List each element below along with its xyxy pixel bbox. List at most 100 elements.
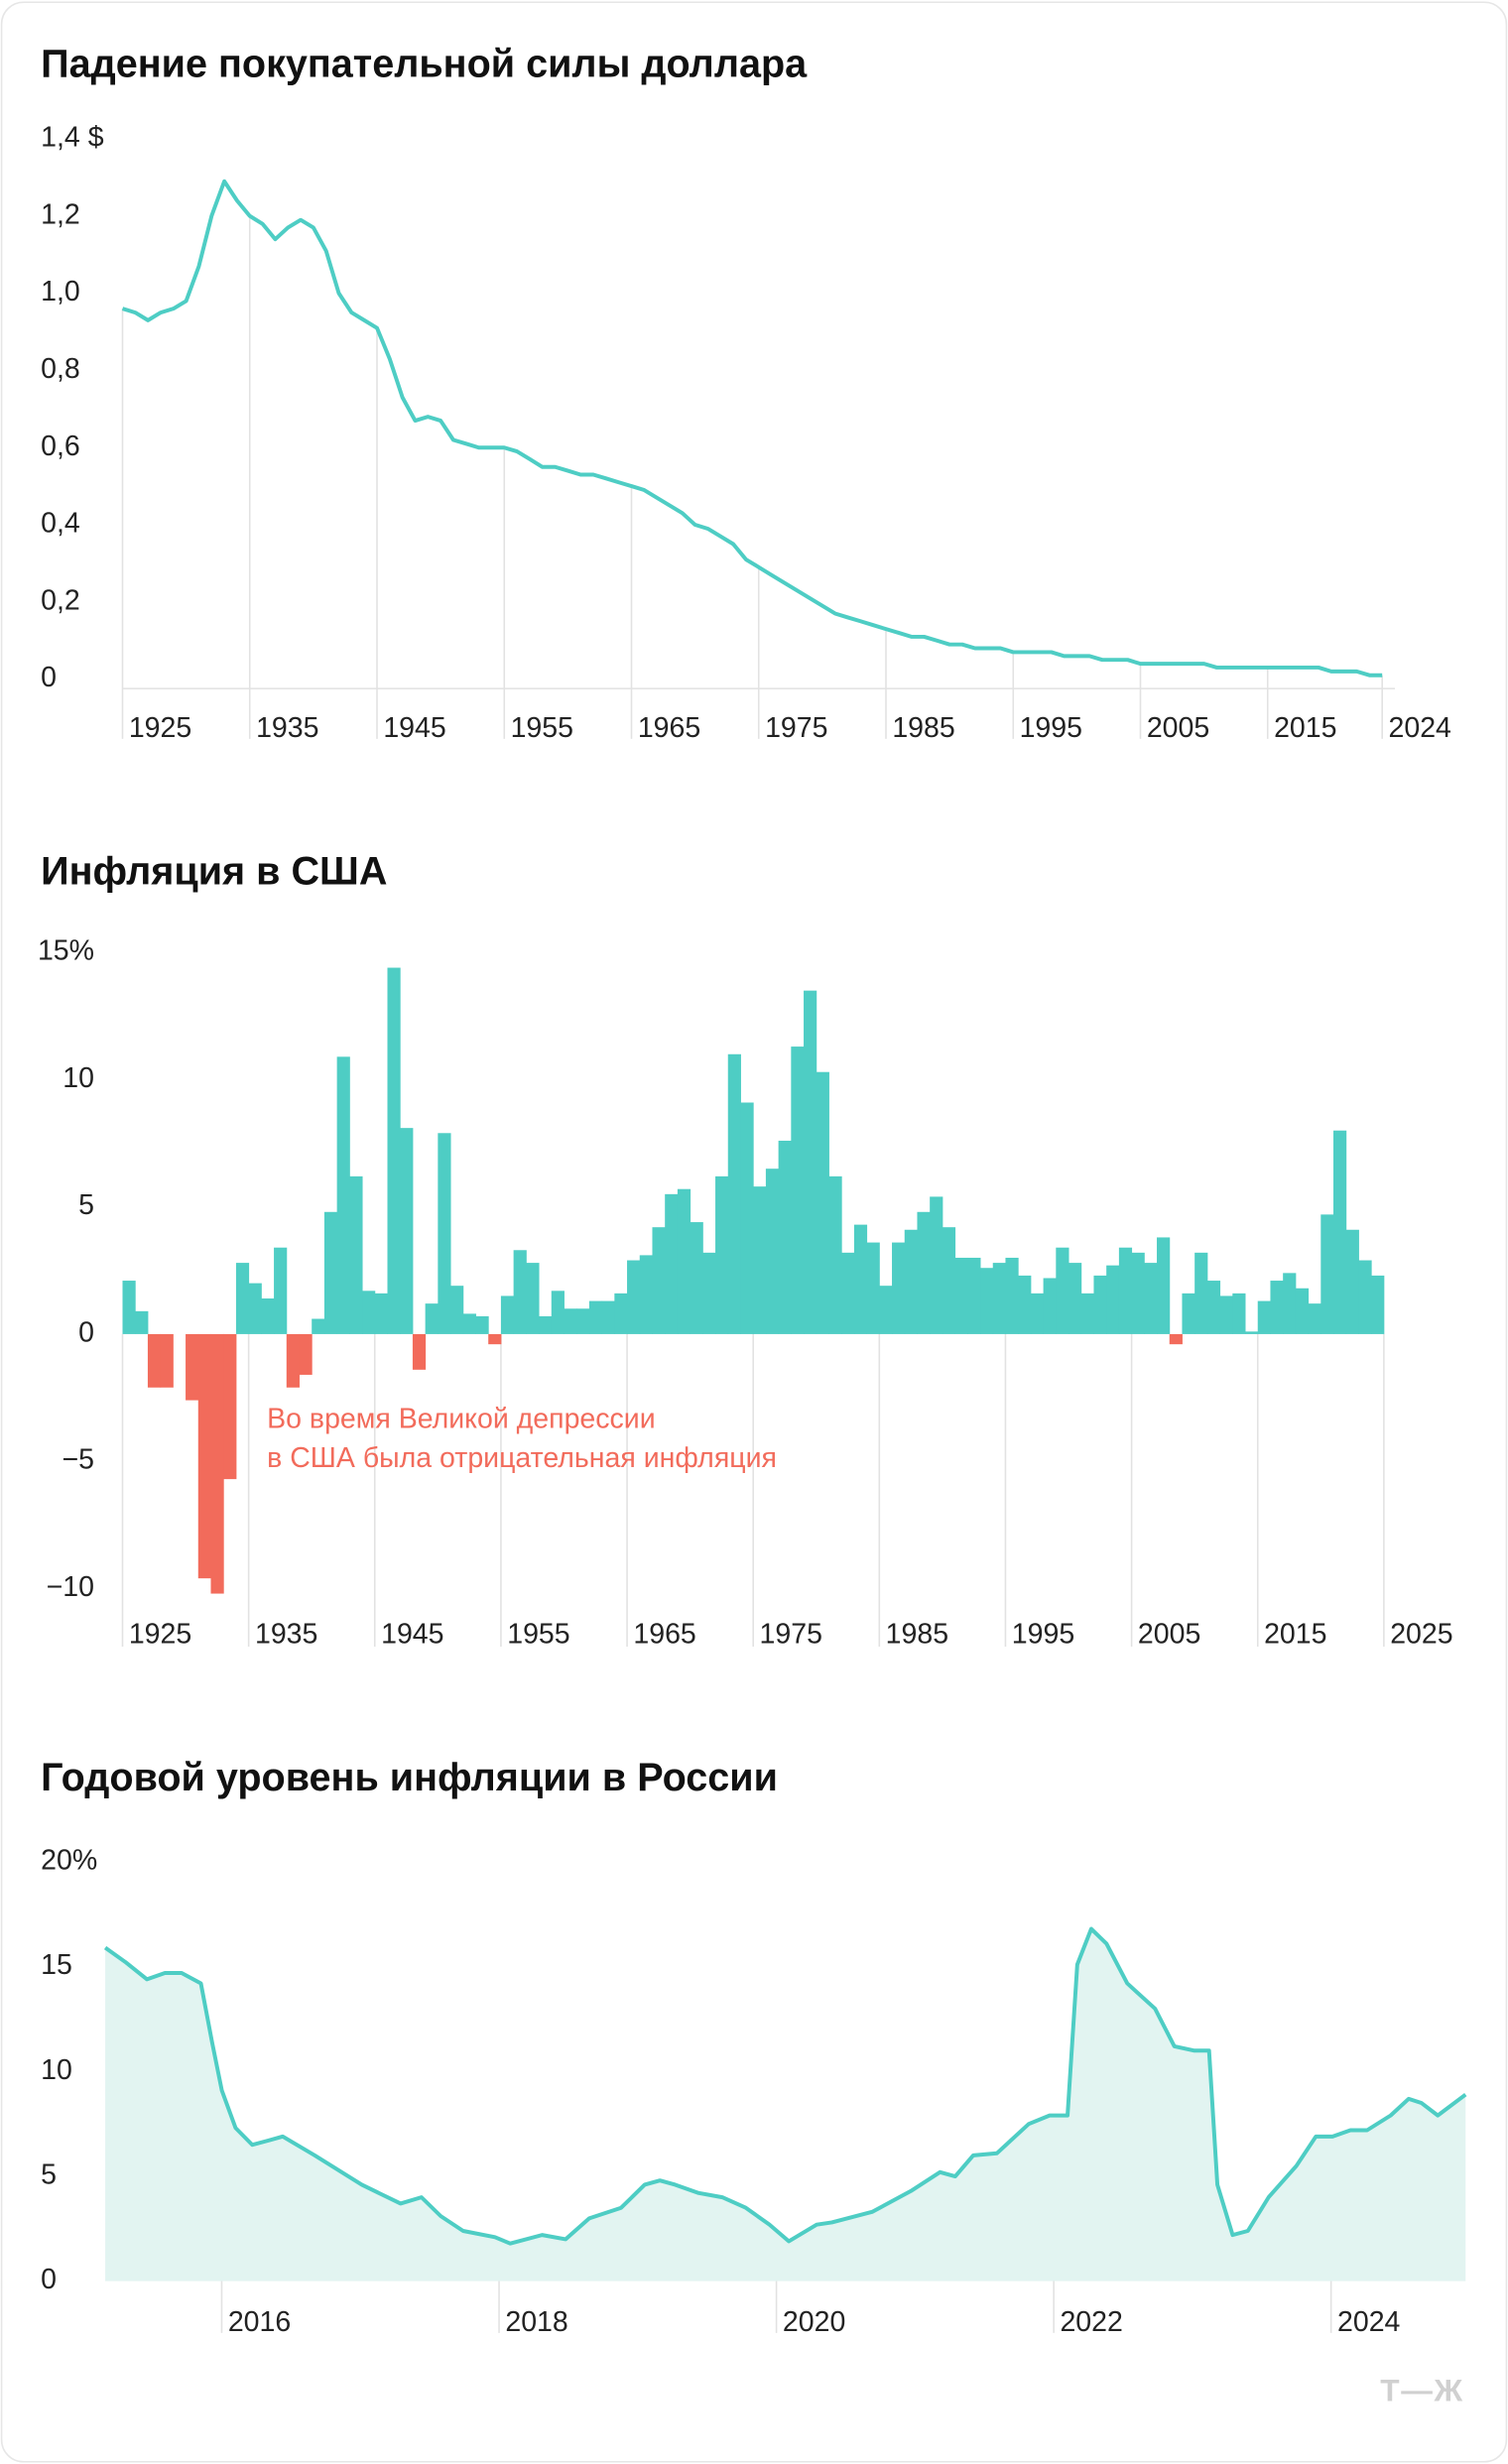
y-tick-label: 5: [78, 1189, 94, 1221]
bar: [778, 1140, 792, 1334]
bar: [1182, 1293, 1195, 1334]
bar: [248, 1283, 262, 1334]
bar: [197, 1333, 211, 1579]
bar: [274, 1247, 288, 1334]
bar: [627, 1260, 641, 1334]
x-tick-label: 1945: [383, 712, 445, 744]
y-tick-label: 20%: [41, 1844, 97, 1876]
bar: [1194, 1252, 1208, 1334]
bar: [412, 1333, 427, 1370]
x-tick-label: 2005: [1147, 712, 1209, 744]
y-tick-label: 0,4: [41, 508, 80, 540]
bar: [930, 1196, 943, 1334]
bar: [299, 1333, 313, 1375]
bar: [1157, 1237, 1171, 1334]
bar: [488, 1333, 502, 1345]
bar: [879, 1286, 893, 1334]
bar: [336, 1056, 350, 1334]
bar: [500, 1295, 515, 1334]
y-tick-label: 1,0: [41, 276, 80, 308]
x-tick-label: 1955: [511, 712, 573, 744]
y-tick-label: 15: [41, 1949, 72, 1981]
x-tick-label: 1975: [765, 712, 827, 744]
bar: [690, 1222, 703, 1334]
bar: [753, 1186, 767, 1334]
bar: [462, 1313, 476, 1334]
bar: [904, 1229, 918, 1334]
bar: [1283, 1273, 1297, 1334]
line: [121, 179, 1383, 678]
y-tick-label: 0,6: [41, 431, 80, 462]
bar: [1358, 1260, 1372, 1334]
y-tick-label: 5: [41, 2159, 57, 2191]
bar: [1043, 1278, 1057, 1334]
y-tick-label: 10: [63, 1062, 94, 1094]
x-tick-label: 1925: [129, 712, 191, 744]
x-tick-label: 2015: [1264, 1618, 1326, 1650]
bar: [967, 1257, 981, 1334]
bar: [992, 1263, 1006, 1334]
x-tick-label: 2005: [1138, 1618, 1200, 1650]
y-tick-label: 1,4 $: [41, 122, 104, 154]
bar: [702, 1252, 716, 1334]
bar: [804, 990, 817, 1334]
x-tick-label: 1925: [129, 1618, 191, 1650]
chart-title: Падение покупательной силы доллара: [41, 43, 808, 86]
bar: [1144, 1263, 1158, 1334]
bar: [526, 1263, 540, 1334]
x-tick-label: 1995: [1012, 1618, 1074, 1650]
bar: [312, 1318, 325, 1334]
bar: [450, 1286, 464, 1334]
bar: [1118, 1247, 1133, 1334]
bar: [1371, 1275, 1385, 1334]
x-tick-label: 2024: [1389, 712, 1452, 744]
bar: [652, 1227, 666, 1334]
bar: [1219, 1295, 1233, 1334]
bar: [374, 1293, 388, 1334]
x-tick-label: 2025: [1390, 1618, 1452, 1650]
bar: [1080, 1293, 1094, 1334]
bar: [362, 1291, 376, 1334]
bar: [1333, 1130, 1347, 1334]
bar: [1320, 1214, 1334, 1334]
bar: [1232, 1293, 1246, 1334]
bar: [1257, 1300, 1271, 1334]
bar: [727, 1053, 741, 1334]
line: [103, 1926, 1467, 2246]
bar: [261, 1298, 275, 1334]
bar: [1068, 1263, 1082, 1334]
bar: [1245, 1331, 1259, 1334]
x-tick-label: 1965: [638, 712, 700, 744]
bar: [1270, 1281, 1284, 1334]
annotation: в США была отрицательная инфляция: [267, 1442, 777, 1474]
bar: [1030, 1293, 1045, 1334]
x-tick-label: 1945: [381, 1618, 443, 1650]
bar: [438, 1133, 451, 1334]
bar: [841, 1252, 855, 1334]
bar: [564, 1308, 577, 1334]
bar: [677, 1188, 691, 1334]
bar: [1131, 1252, 1145, 1334]
y-tick-label: 0: [41, 2264, 57, 2295]
x-tick-label: 2022: [1060, 2306, 1122, 2338]
bar: [387, 967, 401, 1334]
bar: [980, 1268, 994, 1334]
bar: [210, 1333, 224, 1594]
bar: [147, 1333, 162, 1388]
bar: [588, 1300, 603, 1334]
chart-title: Инфляция в США: [41, 849, 387, 893]
bar: [791, 1047, 805, 1334]
bar: [235, 1263, 250, 1334]
y-tick-label: 0,8: [41, 353, 80, 385]
x-tick-label: 1965: [633, 1618, 695, 1650]
bar: [1206, 1281, 1221, 1334]
area: [105, 1928, 1466, 2281]
x-tick-label: 2018: [505, 2306, 567, 2338]
bar: [475, 1315, 489, 1334]
y-tick-label: −10: [47, 1571, 94, 1603]
bar: [1018, 1275, 1032, 1334]
logo: Т—Ж: [1380, 2372, 1463, 2407]
y-tick-label: 15%: [38, 935, 94, 967]
x-tick-label: 2016: [228, 2306, 291, 2338]
bar: [1056, 1247, 1069, 1334]
